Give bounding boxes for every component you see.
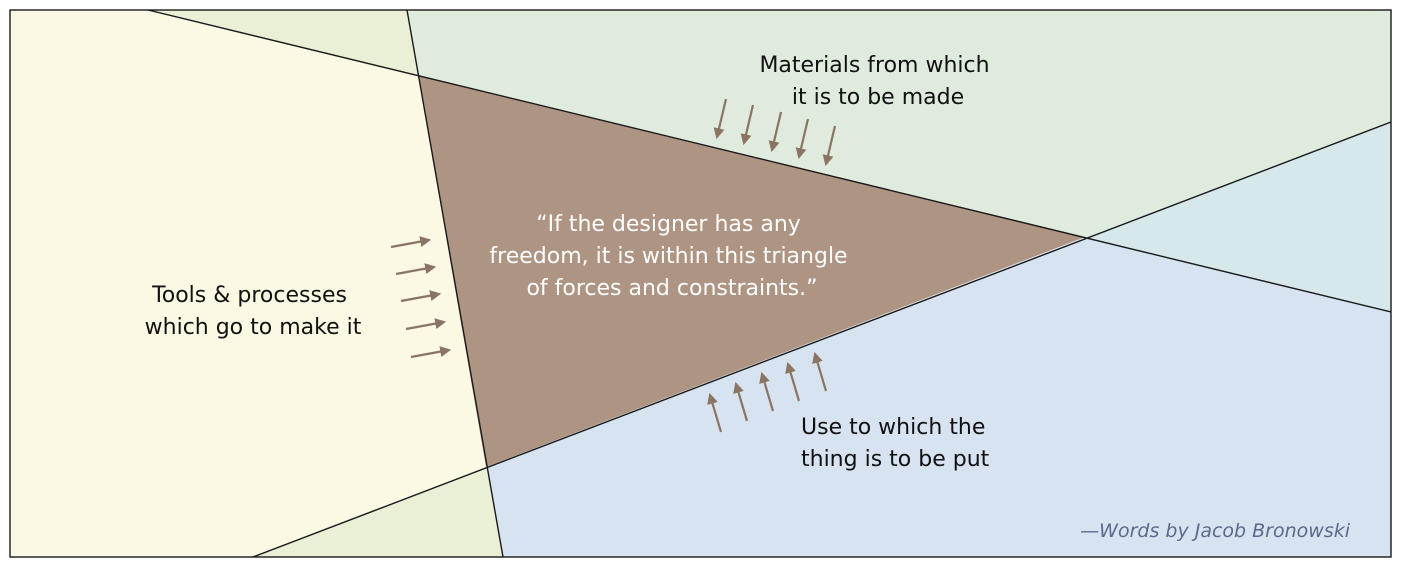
materials-arrow <box>795 118 810 160</box>
attribution-credit: —Words by Jacob Bronowski <box>1080 520 1351 542</box>
tools-label-line-1: Tools & processes <box>151 283 347 308</box>
tools-arrows <box>390 236 452 359</box>
constraint-triangle <box>418 75 1085 467</box>
use-arrow <box>733 381 749 422</box>
tools-arrow <box>410 346 452 359</box>
tools-label-line-2: which go to make it <box>145 315 362 340</box>
materials-label: Materials from which it is to be made <box>759 53 996 110</box>
quote-line-2: freedom, it is within this triangle <box>489 244 847 269</box>
materials-region <box>407 10 1391 237</box>
materials-label-line-2: it is to be made <box>792 85 964 110</box>
use-label-line-1: Use to which the <box>801 415 985 440</box>
use-arrow <box>759 371 775 412</box>
use-label: Use to which the thing is to be put <box>801 415 992 472</box>
designer-quote: “If the designer has any freedom, it is … <box>489 212 854 301</box>
tools-arrow <box>405 318 447 331</box>
use-boundary-line <box>252 121 1391 557</box>
regions <box>10 10 1391 557</box>
materials-arrow <box>740 104 755 146</box>
boundary-lines <box>147 10 1391 557</box>
materials-arrows <box>713 98 837 167</box>
materials-arrow <box>768 111 783 153</box>
tools-arrow <box>400 290 442 303</box>
tools-arrow <box>390 236 432 249</box>
tools-boundary-line <box>406 10 504 557</box>
use-region <box>486 237 1391 557</box>
materials-label-line-1: Materials from which <box>759 53 989 78</box>
quote-line-3: of forces and constraints.” <box>526 276 817 301</box>
materials-arrow <box>713 98 728 140</box>
use-label-line-2: thing is to be put <box>801 447 990 472</box>
tools-label: Tools & processes which go to make it <box>145 283 362 340</box>
use-arrow <box>785 361 801 402</box>
tools-arrow <box>395 263 437 276</box>
bottom-left-overlap-region <box>253 467 503 557</box>
quote-line-1: “If the designer has any <box>536 212 801 237</box>
use-arrow <box>707 392 723 433</box>
use-arrows <box>707 351 828 433</box>
diagram-frame <box>9 9 1392 558</box>
right-overlap-region <box>1085 122 1391 312</box>
materials-boundary-line <box>147 10 1391 313</box>
use-arrow <box>812 351 828 392</box>
materials-arrow <box>822 125 837 167</box>
force-arrows <box>390 98 837 433</box>
